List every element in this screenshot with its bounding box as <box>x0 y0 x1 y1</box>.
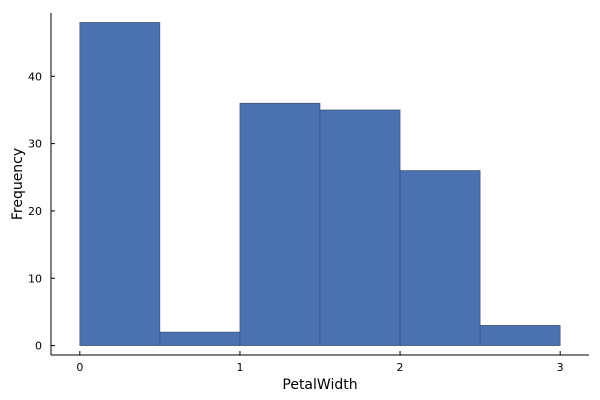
histogram-bar <box>399 170 481 346</box>
histogram-bar <box>239 102 321 346</box>
histogram-bar <box>479 325 561 346</box>
histogram-bar <box>79 22 161 346</box>
y-tick-label: 0 <box>35 340 42 353</box>
x-axis-label: PetalWidth <box>282 377 357 393</box>
histogram-bar <box>159 331 241 346</box>
y-tick-label: 10 <box>28 272 42 285</box>
axes-group <box>50 13 589 356</box>
x-tick-label: 0 <box>76 361 83 374</box>
bars-group <box>79 22 561 346</box>
x-tick-label: 1 <box>236 361 243 374</box>
y-axis-label: Frequency <box>10 148 26 220</box>
y-tick-label: 30 <box>28 138 42 151</box>
y-ticks-group: 0 10 20 30 40 <box>28 70 55 353</box>
x-tick-label: 2 <box>397 361 404 374</box>
x-ticks-group: 0 1 2 3 <box>76 351 564 374</box>
histogram-bar <box>319 109 401 346</box>
y-tick-label: 40 <box>28 70 42 83</box>
y-tick-label: 20 <box>28 205 42 218</box>
x-tick-label: 3 <box>557 361 564 374</box>
